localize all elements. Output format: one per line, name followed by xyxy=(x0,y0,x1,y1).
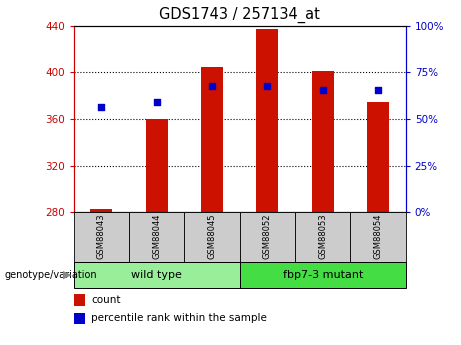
Bar xyxy=(367,101,389,212)
Text: GSM88054: GSM88054 xyxy=(373,214,383,259)
Text: GSM88043: GSM88043 xyxy=(97,214,106,259)
Point xyxy=(264,84,271,89)
Text: count: count xyxy=(91,295,121,305)
Point xyxy=(319,87,326,93)
Text: genotype/variation: genotype/variation xyxy=(5,270,97,280)
Bar xyxy=(240,262,406,288)
Title: GDS1743 / 257134_at: GDS1743 / 257134_at xyxy=(160,7,320,23)
Bar xyxy=(90,209,112,212)
Text: percentile rank within the sample: percentile rank within the sample xyxy=(91,313,267,323)
Bar xyxy=(201,67,223,212)
Bar xyxy=(146,119,168,212)
Bar xyxy=(129,212,184,262)
Text: GSM88052: GSM88052 xyxy=(263,214,272,259)
Point xyxy=(98,105,105,110)
Bar xyxy=(350,212,406,262)
Point xyxy=(374,87,382,93)
Bar xyxy=(256,29,278,212)
Text: GSM88045: GSM88045 xyxy=(207,214,217,259)
Point xyxy=(208,84,216,89)
Bar xyxy=(312,71,334,212)
Text: ▶: ▶ xyxy=(63,270,71,280)
Bar xyxy=(295,212,350,262)
Text: fbp7-3 mutant: fbp7-3 mutant xyxy=(283,270,363,280)
Bar xyxy=(74,313,85,324)
Bar xyxy=(184,212,240,262)
Bar xyxy=(74,212,129,262)
Text: GSM88053: GSM88053 xyxy=(318,214,327,259)
Bar xyxy=(240,212,295,262)
Bar xyxy=(74,294,85,306)
Text: wild type: wild type xyxy=(131,270,182,280)
Bar xyxy=(74,262,240,288)
Point xyxy=(153,99,160,104)
Text: GSM88044: GSM88044 xyxy=(152,214,161,259)
